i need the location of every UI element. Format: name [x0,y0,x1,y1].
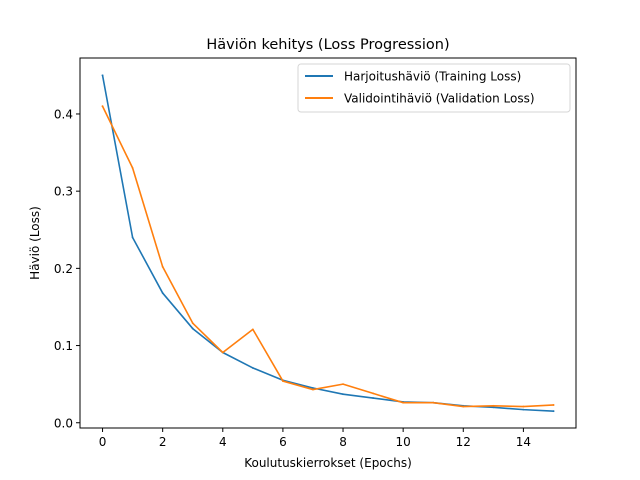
data-point-training [492,406,495,409]
x-tick-label: 10 [396,435,411,449]
series-line-validation [101,105,555,408]
data-point-validation [552,404,555,406]
y-tick-label: 0.3 [54,185,73,199]
data-point-training [372,397,374,399]
data-point-validation [372,392,374,395]
data-point-validation [101,105,104,108]
plot-area: 0 2 4 6 8 10 12 14 0.0 0.1 0.2 0.3 0.4 [54,74,555,449]
legend-box [297,63,571,113]
data-point-validation [462,405,465,408]
data-point-validation [342,383,344,386]
data-point-training [552,410,555,413]
y-tick-label: 0.1 [54,339,73,353]
data-point-validation [492,404,495,407]
y-tick-label: 0.2 [54,262,73,276]
x-tick-label: 8 [339,435,347,449]
data-point-training [342,393,344,396]
y-tick-label: 0.0 [54,416,73,430]
data-point-training [101,74,104,77]
data-point-validation [402,401,405,404]
data-point-validation [221,351,224,354]
x-tick-label: 14 [516,435,531,449]
axes-frame [79,57,577,429]
data-point-validation [191,322,194,325]
legend: Harjoitushäviö (Training Loss) Validoint… [297,63,571,113]
data-point-training [131,236,134,239]
data-point-validation [161,265,164,268]
data-point-training [522,408,525,411]
x-tick-label: 0 [99,435,107,449]
chart-title: Häviön kehitys (Loss Progression) [206,37,449,53]
legend-label-validation: Validointihäviö (Validation Loss) [344,92,535,106]
x-tick-label: 4 [219,435,227,449]
data-point-training [312,387,314,389]
data-point-validation [282,380,284,382]
data-point-validation [432,401,435,404]
legend-label-training: Harjoitushäviö (Training Loss) [344,70,521,84]
y-tick-label: 0.4 [54,107,73,121]
x-axis-label: Koulutuskierrokset (Epochs) [244,456,412,470]
data-point-validation [131,167,134,169]
y-axis-label: Häviö (Loss) [28,206,42,280]
data-point-validation [312,388,314,391]
data-point-training [161,292,164,294]
x-tick-label: 2 [159,435,167,449]
data-point-training [191,327,194,330]
x-tick-label: 12 [456,435,471,449]
data-point-training [251,367,254,369]
data-point-validation [251,328,254,331]
x-tick-label: 6 [279,435,287,449]
data-point-validation [522,405,525,408]
